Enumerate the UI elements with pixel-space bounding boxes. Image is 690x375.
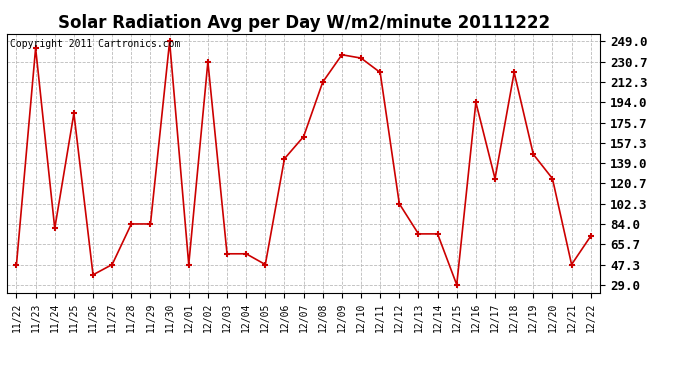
Text: Copyright 2011 Cartronics.com: Copyright 2011 Cartronics.com — [10, 39, 180, 49]
Title: Solar Radiation Avg per Day W/m2/minute 20111222: Solar Radiation Avg per Day W/m2/minute … — [57, 14, 550, 32]
